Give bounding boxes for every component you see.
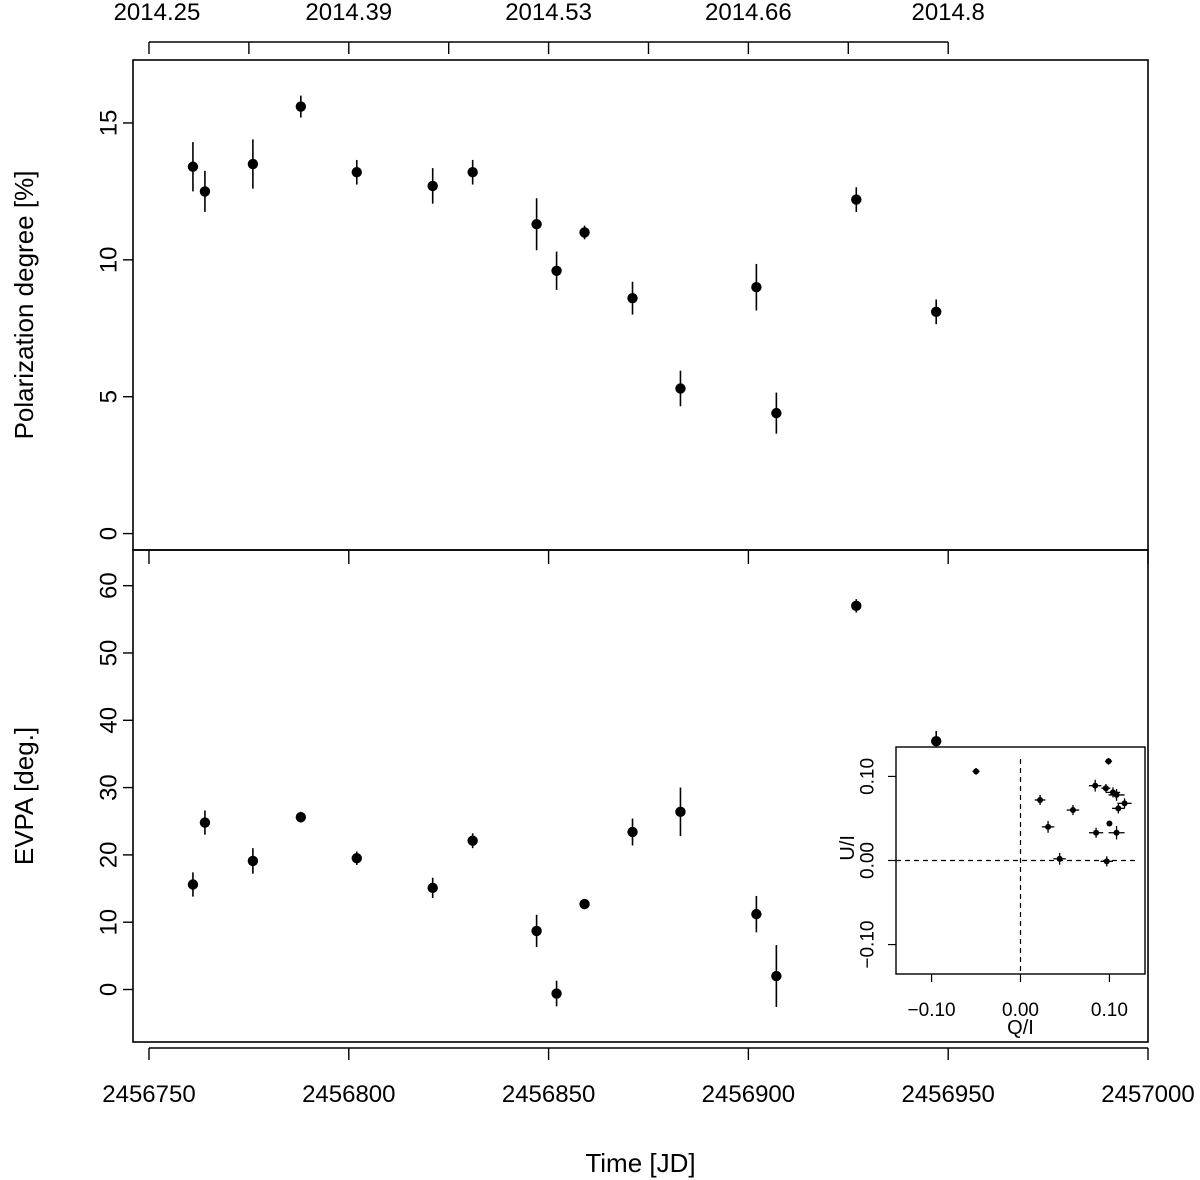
data-point (751, 908, 762, 920)
inset-data-point (1045, 823, 1052, 830)
y-tick-label: 0 (96, 983, 123, 996)
data-point (247, 855, 259, 867)
data-point (551, 988, 562, 999)
data-point (931, 306, 942, 318)
data-point (351, 853, 362, 864)
data-point (579, 227, 590, 238)
y-tick-label: 30 (96, 774, 123, 801)
inset-y-tick-label: −0.10 (858, 921, 879, 969)
bottom-panel-frame (132, 549, 1149, 1043)
data-point (187, 879, 199, 890)
y-tick-label: 40 (96, 707, 123, 734)
data-point (199, 186, 211, 197)
y-tick-label: 10 (96, 246, 123, 273)
x-tick-label: 2456850 (502, 1081, 595, 1108)
y-tick-label: 20 (96, 842, 123, 869)
inset-data-point (1105, 758, 1112, 765)
y-axis-title: EVPA [deg.] (9, 727, 39, 865)
inset-x-tick-label: 0.10 (1091, 1000, 1128, 1021)
data-point (675, 806, 686, 818)
x-tick-label: 2456900 (702, 1081, 795, 1108)
evpa-panel: 0 10 20 30 40 50 60 EVPA [deg.] 2456750 2456800 24… (9, 549, 1195, 1178)
inset-data-point (973, 768, 980, 775)
data-point (427, 882, 438, 894)
inset-data-point (1069, 807, 1076, 814)
polarization-degree-panel: 0 5 10 15 Polarization degree [%] 2014.25 2014… (9, 0, 1149, 551)
inset-y-tick-label: 0.10 (858, 758, 879, 795)
data-point (531, 219, 542, 230)
inset-x-axis-title: Q/I (1007, 1017, 1034, 1039)
x-tick-label: 2457000 (1101, 1081, 1194, 1108)
inset-y-axis-title: U/I (837, 835, 859, 861)
y-tick-label: 50 (96, 640, 123, 667)
data-point (627, 826, 638, 838)
data-point (467, 167, 478, 178)
data-point (579, 898, 590, 910)
inset-data-point (1115, 805, 1122, 812)
y-tick-label: 60 (96, 572, 123, 599)
data-point (627, 292, 638, 304)
top-axis-tick-label: 2014.8 (911, 0, 984, 26)
data-point (467, 835, 478, 846)
data-point (531, 925, 542, 937)
inset-data-point (1093, 829, 1100, 836)
x-axis-title: Time [JD] (585, 1148, 695, 1178)
x-tick-label: 2456950 (901, 1081, 994, 1108)
y-tick-label: 5 (96, 390, 123, 403)
data-point (851, 194, 862, 205)
top-panel-frame (132, 59, 1149, 551)
top-axis-tick-label: 2014.39 (305, 0, 392, 26)
y-tick-label: 10 (96, 909, 123, 936)
data-point (675, 383, 686, 394)
top-axis-tick-label: 2014.66 (705, 0, 792, 26)
data-point (851, 600, 862, 612)
inset-data-point (1121, 800, 1128, 807)
inset-data-point (1103, 858, 1110, 865)
data-point (751, 282, 762, 293)
data-point (931, 735, 942, 747)
data-point (771, 970, 782, 982)
y-tick-label: 0 (96, 527, 123, 540)
data-point (199, 817, 211, 828)
qu-plane-inset: −0.10 0.00 0.10 Q/I −0.10 0.00 0.10 U/I (837, 746, 1146, 1039)
data-point (295, 101, 307, 112)
data-point (247, 158, 259, 170)
data-point (351, 167, 362, 178)
data-point (771, 407, 782, 419)
inset-data-point (1092, 782, 1099, 789)
top-axis-tick-label: 2014.25 (114, 0, 201, 26)
inset-data-point (1113, 791, 1120, 798)
inset-x-tick-label: 0.00 (1002, 1000, 1039, 1021)
data-point (551, 265, 562, 276)
inset-data-point (1102, 785, 1109, 792)
data-point (295, 812, 307, 823)
inset-data-point (1056, 855, 1063, 862)
top-axis-tick-label: 2014.53 (505, 0, 592, 26)
y-axis-title: Polarization degree [%] (9, 171, 39, 440)
inset-x-tick-label: −0.10 (908, 1000, 956, 1021)
data-point (427, 180, 438, 192)
inset-data-point (1037, 796, 1044, 803)
inset-y-tick-label: 0.00 (858, 842, 879, 879)
data-point (187, 161, 199, 172)
y-tick-label: 15 (96, 110, 123, 137)
x-tick-label: 2456750 (102, 1081, 195, 1108)
x-tick-label: 2456800 (302, 1081, 395, 1108)
inset-data-point (1113, 829, 1120, 836)
inset-data-point (1106, 820, 1113, 827)
